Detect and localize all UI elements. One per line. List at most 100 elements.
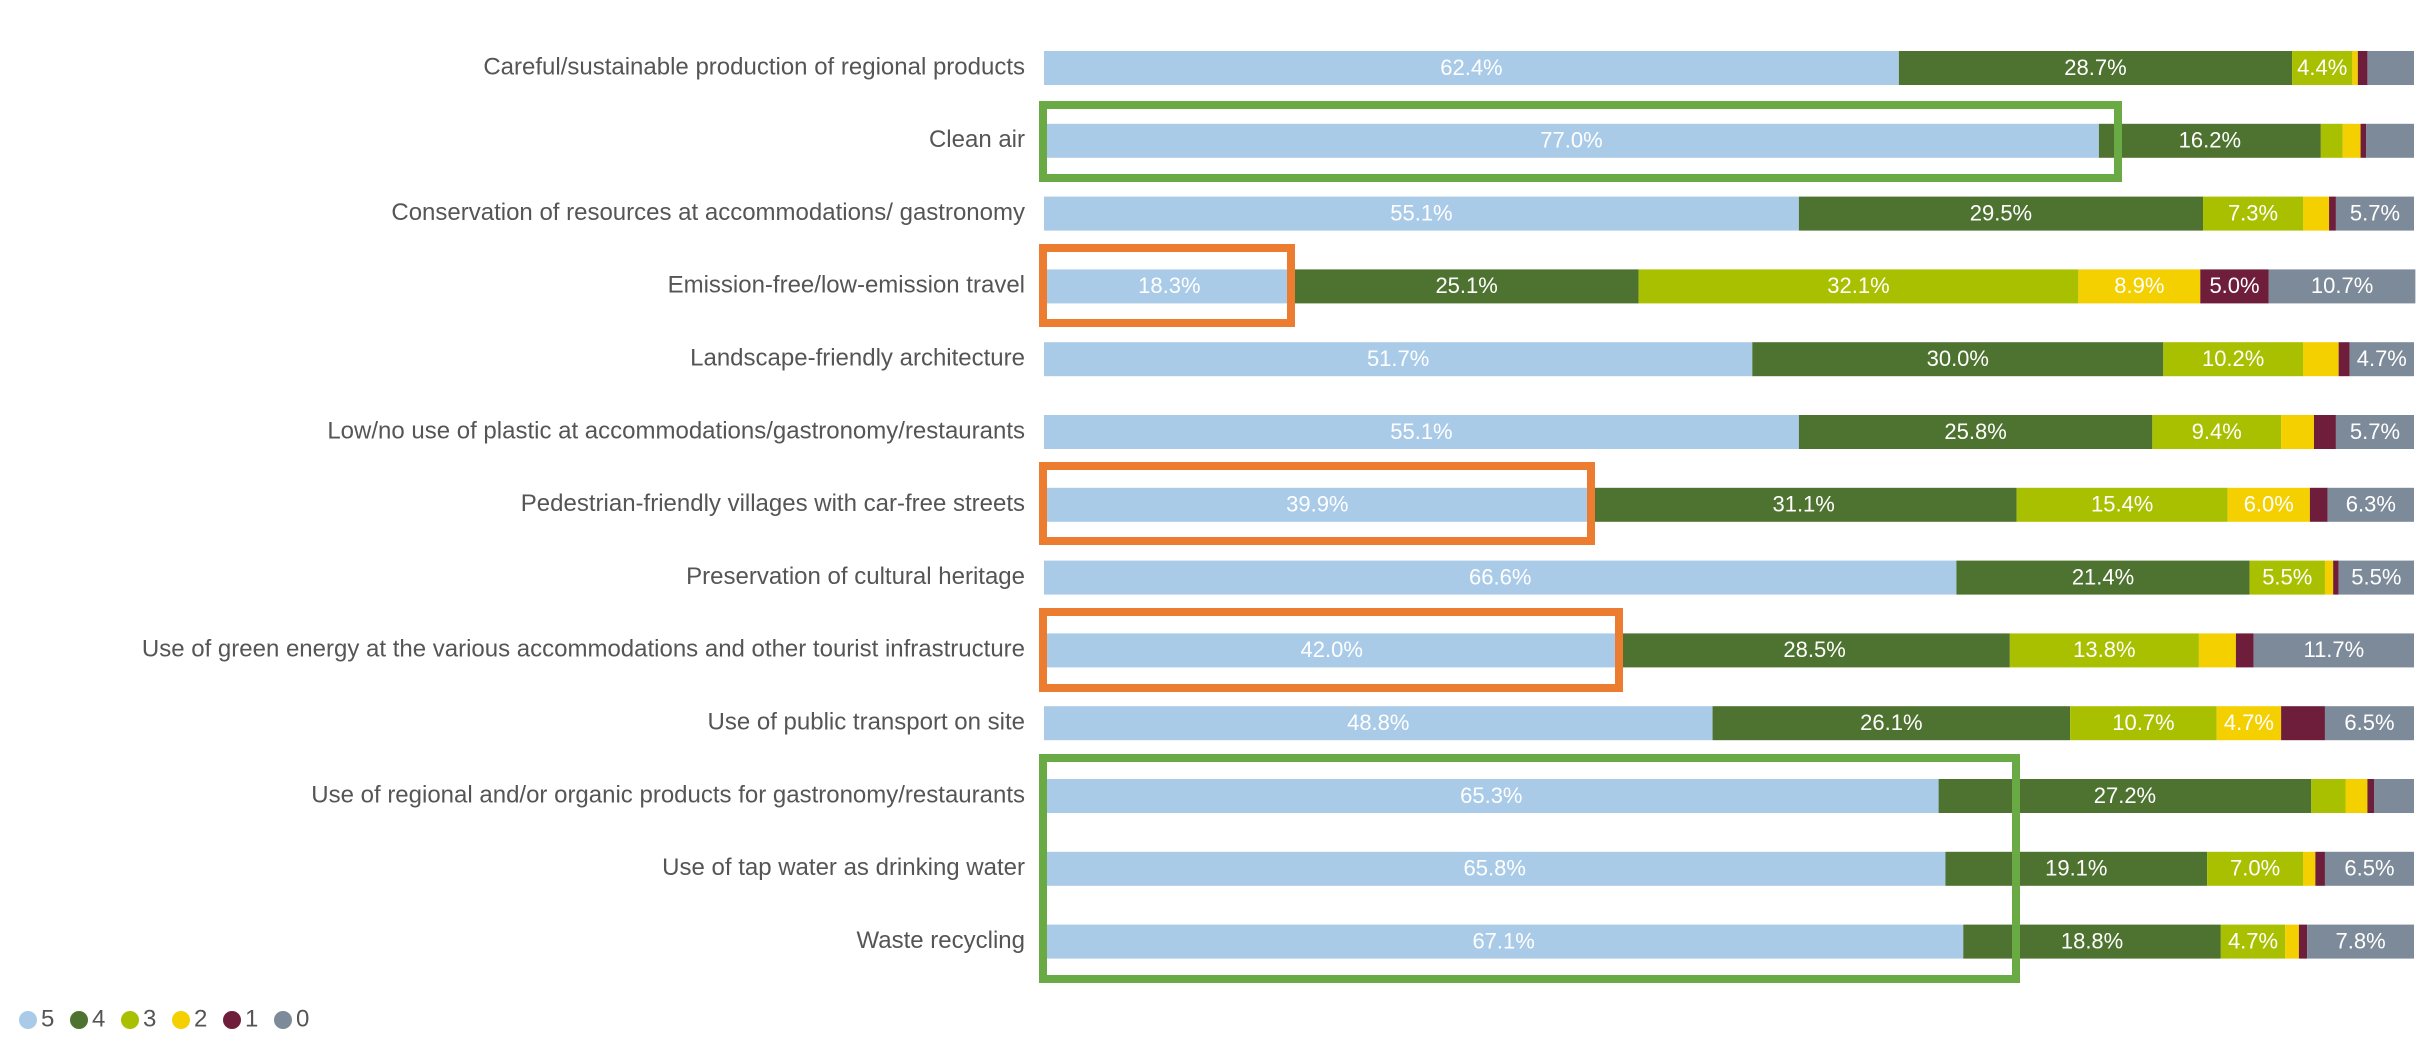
bar-segment	[2163, 342, 2304, 377]
bar-segment	[1044, 415, 1799, 449]
value-label: 10.7%	[2112, 710, 2174, 735]
category-label: Use of green energy at the various accom…	[142, 636, 1025, 663]
legend-label: 4	[92, 1005, 105, 1032]
legend-label: 1	[245, 1005, 258, 1032]
value-label: 5.5%	[2351, 564, 2401, 589]
value-label: 11.7%	[2303, 637, 2364, 662]
bar-segment	[2342, 123, 2361, 158]
bar-segment	[1963, 924, 2221, 959]
bar-segment	[2352, 51, 2358, 85]
value-label: 4.4%	[2297, 55, 2347, 80]
bar-segment	[2078, 269, 2201, 304]
bar-segment	[2203, 196, 2304, 231]
value-label: 26.1%	[1860, 710, 1922, 735]
bar-segment	[2253, 633, 2414, 668]
bar-segment	[1945, 851, 2208, 886]
category-label: Emission-free/low-emission travel	[668, 272, 1025, 299]
bar-segment	[2349, 342, 2414, 377]
bar-segment	[1712, 706, 2071, 741]
bar-segment	[2070, 706, 2217, 741]
legend-label: 0	[296, 1005, 309, 1032]
bar-segment	[1044, 851, 1946, 886]
value-label: 7.0%	[2230, 856, 2280, 881]
bar-segment	[2360, 123, 2367, 158]
legend-swatch	[70, 1011, 88, 1029]
bar-segment	[1938, 779, 2312, 813]
bar-segment	[2367, 51, 2414, 85]
value-label: 25.1%	[1435, 273, 1497, 298]
value-label: 55.1%	[1390, 419, 1452, 444]
category-label: Preservation of cultural heritage	[686, 563, 1025, 590]
value-label: 42.0%	[1301, 637, 1363, 662]
bar-segment	[2207, 851, 2304, 886]
value-label: 5.0%	[2209, 273, 2259, 298]
bar-segment	[1798, 415, 2153, 449]
highlights	[1039, 101, 2122, 983]
legend-swatch	[223, 1011, 241, 1029]
bar-segment	[2335, 196, 2414, 231]
bar-segment	[2009, 633, 2199, 668]
value-label: 55.1%	[1390, 200, 1452, 225]
value-label: 65.8%	[1464, 856, 1526, 881]
highlight-box	[1039, 608, 1623, 692]
value-label: 10.2%	[2202, 346, 2264, 371]
value-label: 67.1%	[1472, 928, 1534, 953]
bar-segment	[2313, 415, 2336, 449]
value-label: 28.7%	[2064, 55, 2126, 80]
bar-segment	[2220, 924, 2286, 959]
bar-segment	[1590, 487, 2017, 522]
bar-segment	[2285, 924, 2299, 959]
bar-segment	[2324, 560, 2334, 595]
category-label: Clean air	[929, 126, 1025, 153]
category-label: Careful/sustainable production of region…	[483, 53, 1025, 80]
value-label: 5.7%	[2350, 419, 2400, 444]
bar-segment	[2324, 706, 2414, 741]
value-label: 51.7%	[1367, 346, 1429, 371]
legend-label: 5	[41, 1005, 54, 1032]
category-label: Use of public transport on site	[708, 709, 1026, 736]
legend-label: 2	[194, 1005, 207, 1032]
legend-swatch	[274, 1011, 292, 1029]
bar-segment	[2367, 779, 2375, 813]
highlight-box	[1039, 101, 2122, 182]
value-label: 4.7%	[2228, 928, 2278, 953]
bar-segment	[2227, 487, 2310, 522]
category-label: Conservation of resources at accommodati…	[391, 199, 1025, 226]
value-label: 4.7%	[2357, 346, 2407, 371]
value-label: 28.5%	[1783, 637, 1845, 662]
value-label: 5.5%	[2262, 564, 2312, 589]
value-label: 9.4%	[2192, 419, 2242, 444]
value-label: 27.2%	[2094, 783, 2156, 808]
bar-segment	[2333, 560, 2339, 595]
category-label: Pedestrian-friendly villages with car-fr…	[521, 490, 1025, 517]
value-label: 6.3%	[2346, 492, 2396, 517]
bar-segment	[2200, 269, 2269, 304]
bar-segment	[2303, 342, 2339, 377]
bar-segment	[2098, 123, 2321, 158]
value-label: 18.3%	[1138, 273, 1200, 298]
bar-segment	[2338, 342, 2350, 377]
category-label: Use of regional and/or organic products …	[311, 781, 1025, 808]
value-label: 7.8%	[2335, 928, 2385, 953]
bar-segment	[2309, 487, 2328, 522]
bar-segment	[1044, 706, 1713, 741]
legend-swatch	[172, 1011, 190, 1029]
highlight-box	[1039, 754, 2020, 983]
bar-segment	[2249, 560, 2325, 595]
value-label: 48.8%	[1347, 710, 1409, 735]
bar-segment	[2366, 123, 2414, 158]
bar-segment	[1044, 924, 1964, 959]
value-label: 66.6%	[1469, 564, 1531, 589]
bar-segment	[1044, 633, 1620, 668]
bar-segment	[2303, 196, 2330, 231]
highlight-box	[1039, 462, 1595, 545]
bar-segment	[1044, 487, 1591, 522]
bar-segment	[2327, 487, 2414, 522]
value-label: 77.0%	[1540, 128, 1602, 153]
bar-segment	[2320, 123, 2343, 158]
value-label: 65.3%	[1460, 783, 1522, 808]
legend-swatch	[121, 1011, 139, 1029]
bar-segment	[2335, 415, 2414, 449]
plot-area: Careful/sustainable production of region…	[142, 51, 2416, 959]
category-label: Waste recycling	[857, 927, 1026, 954]
